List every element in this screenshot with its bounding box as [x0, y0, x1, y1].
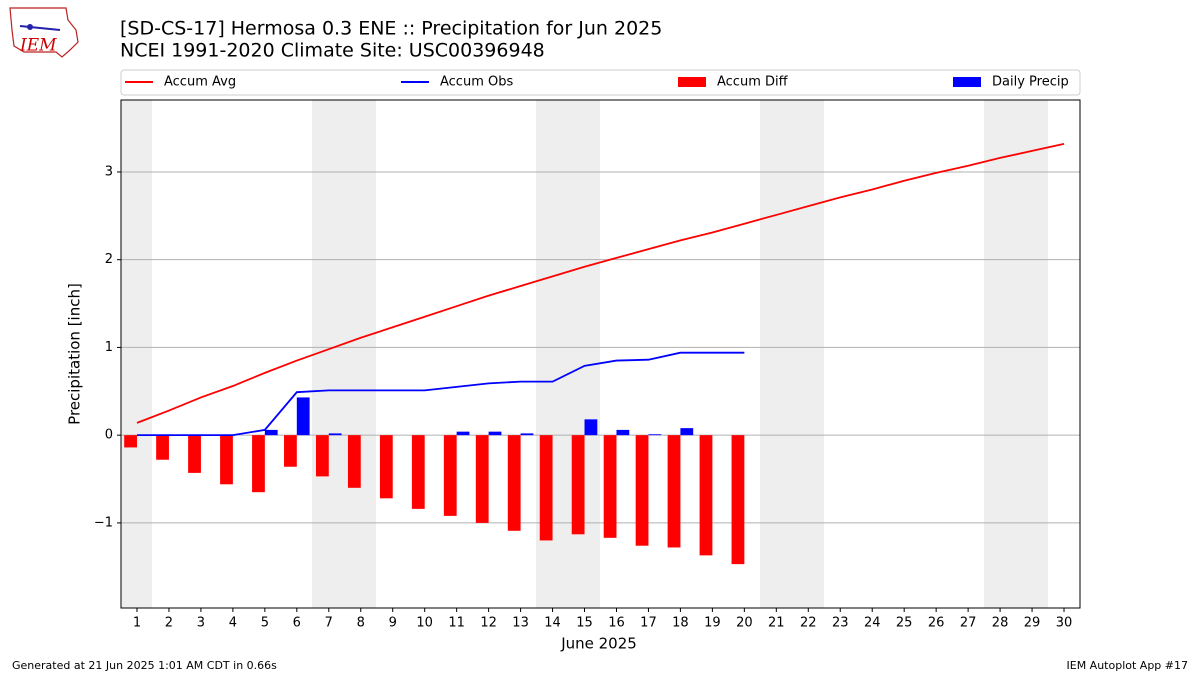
bar — [475, 435, 489, 523]
line — [136, 142, 1065, 424]
bar — [220, 435, 233, 485]
x-tick-label: 19 — [704, 616, 721, 631]
bar — [680, 428, 694, 436]
x-tick-label: 16 — [608, 616, 625, 631]
legend-label: Accum Obs — [440, 75, 513, 90]
bar — [520, 433, 534, 436]
bar — [731, 435, 745, 565]
bar — [456, 431, 470, 436]
x-tick-label: 22 — [800, 616, 817, 631]
x-tick-label: 14 — [544, 616, 561, 631]
bar — [347, 435, 361, 488]
chart-subtitle: NCEI 1991-2020 Climate Site: USC00396948 — [120, 40, 545, 62]
bar — [584, 419, 598, 436]
bar — [699, 435, 713, 556]
x-tick-label: 13 — [512, 616, 529, 631]
x-tick-label: 24 — [864, 616, 881, 631]
x-tick-label: 8 — [357, 616, 365, 631]
x-tick-label: 28 — [992, 616, 1009, 631]
bar — [411, 435, 425, 509]
bar — [571, 435, 585, 535]
footer-left: Generated at 21 Jun 2025 1:01 AM CDT in … — [12, 659, 277, 672]
bar — [603, 435, 617, 538]
x-tick-label: 29 — [1024, 616, 1041, 631]
y-tick-label: −1 — [94, 515, 113, 530]
x-tick-label: 4 — [229, 616, 237, 631]
bar — [616, 429, 630, 436]
bar — [296, 397, 310, 436]
chart-title: [SD-CS-17] Hermosa 0.3 ENE :: Precipitat… — [120, 18, 662, 40]
x-tick-label: 6 — [293, 616, 301, 631]
x-tick-label: 15 — [576, 616, 593, 631]
x-tick-label: 2 — [165, 616, 173, 631]
bar — [188, 435, 201, 473]
y-tick-label: 0 — [105, 428, 113, 443]
x-tick-label: 5 — [261, 616, 269, 631]
y-tick-label: 2 — [105, 252, 113, 267]
legend-swatch — [953, 77, 981, 87]
x-tick-label: 25 — [896, 616, 913, 631]
footer-right: IEM Autoplot App #17 — [1067, 659, 1189, 672]
y-tick-label: 1 — [105, 340, 113, 355]
x-tick-label: 23 — [832, 616, 849, 631]
x-tick-label: 10 — [416, 616, 433, 631]
bar — [443, 435, 457, 516]
x-tick-label: 7 — [325, 616, 333, 631]
bar — [252, 435, 265, 493]
y-axis-label: Precipitation [inch] — [66, 283, 84, 425]
x-tick-label: 1 — [133, 616, 141, 631]
x-tick-label: 21 — [768, 616, 785, 631]
x-tick-label: 3 — [197, 616, 205, 631]
bar — [648, 434, 662, 436]
x-tick-label: 17 — [640, 616, 657, 631]
bar — [635, 435, 649, 546]
logo-text: IEM — [19, 36, 57, 56]
bar — [124, 435, 137, 448]
bar — [315, 435, 329, 477]
legend-label: Accum Avg — [164, 75, 236, 90]
legend-label: Accum Diff — [717, 75, 789, 90]
legend — [120, 69, 1081, 96]
line — [136, 351, 745, 437]
x-tick-label: 11 — [448, 616, 465, 631]
bar — [264, 429, 278, 436]
legend-label: Daily Precip — [992, 75, 1069, 90]
bar — [156, 435, 169, 460]
bar — [284, 435, 297, 467]
logo: IEM — [9, 7, 79, 58]
bar — [667, 435, 681, 548]
x-tick-label: 27 — [960, 616, 977, 631]
y-tick-label: 3 — [105, 164, 113, 179]
plot-frame — [120, 99, 1081, 609]
x-axis-label: June 2025 — [560, 635, 637, 653]
x-tick-label: 26 — [928, 616, 945, 631]
bar — [379, 435, 393, 499]
x-tick-label: 18 — [672, 616, 689, 631]
x-tick-label: 9 — [389, 616, 397, 631]
x-tick-label: 20 — [736, 616, 753, 631]
bar — [488, 431, 502, 436]
legend-swatch — [678, 77, 706, 87]
bar — [328, 433, 342, 436]
bar — [507, 435, 521, 531]
x-tick-label: 12 — [480, 616, 497, 631]
bar — [539, 435, 553, 541]
x-tick-label: 30 — [1056, 616, 1073, 631]
